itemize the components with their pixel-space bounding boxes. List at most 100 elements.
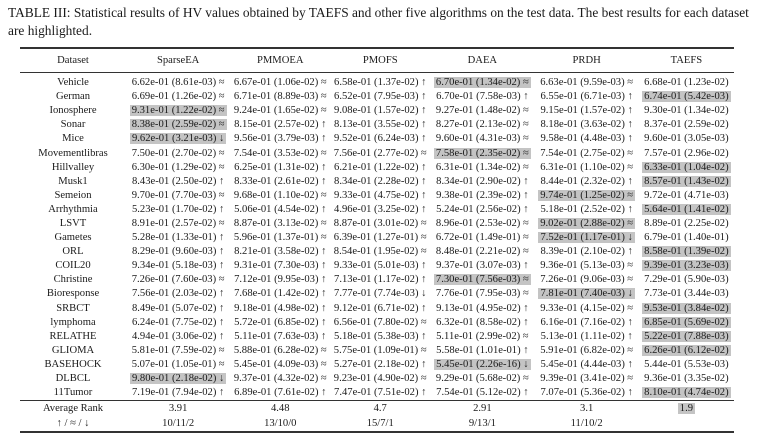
cell-value: 4.94e-01 (3.06e-02) ↑	[131, 330, 225, 342]
cell-pmofs: 7.47e-01 (7.51e-02) ↑	[330, 386, 430, 401]
cell-pmmoea: 5.45e-01 (4.09e-03) ≈	[230, 358, 330, 372]
cell-pmmoea: 7.12e-01 (9.95e-03) ↑	[230, 273, 330, 287]
column-header-taefs: TAEFS	[638, 48, 734, 73]
cell-value: 8.15e-01 (2.57e-02) ↑	[234, 119, 327, 131]
cell-taefs: 6.74e-01 (5.42e-03)	[639, 90, 734, 104]
cell-value: 7.76e-01 (7.95e-03) ≈	[435, 288, 529, 300]
cell-daea: 5.24e-01 (2.56e-02) ↑	[430, 203, 534, 217]
cell-taefs: 5.64e-01 (1.41e-02)	[639, 203, 734, 217]
cell-taefs: 6.26e-01 (6.12e-02)	[639, 344, 734, 358]
cell-value: 5.24e-01 (2.56e-02) ↑	[436, 203, 529, 215]
cell-value: lymphoma	[50, 316, 96, 328]
dataset-name: Bioresponse	[20, 287, 126, 301]
cell-taefs: 5.44e-01 (5.53e-03)	[639, 358, 734, 372]
cell-value: 9.33e-01 (4.75e-02) ↑	[334, 189, 427, 201]
cell-daea: 6.72e-01 (1.49e-01) ≈	[430, 231, 534, 245]
dataset-name: RELATHE	[20, 330, 126, 344]
cell-daea: 7.54e-01 (5.12e-02) ↑	[430, 386, 534, 401]
cell-value: LSVT	[59, 217, 87, 229]
cell-pmofs: 9.23e-01 (4.90e-02) ≈	[330, 372, 430, 386]
cell-taefs: 8.89e-01 (2.25e-02)	[639, 217, 734, 231]
best-value-highlight: 9.02e-01 (2.88e-02) ≈	[538, 217, 636, 229]
cell-pmmoea: 9.37e-01 (4.32e-02) ≈	[230, 372, 330, 386]
best-value-highlight: 7.52e-01 (1.17e-01) ↓	[538, 232, 635, 244]
cell-value: Sonar	[60, 119, 86, 131]
cell-pmofs: 9.33e-01 (4.75e-02) ↑	[330, 189, 430, 203]
cell-value: 5.13e-01 (1.11e-02) ↑	[540, 330, 633, 342]
cell-prdh: 8.18e-01 (3.63e-02) ↑	[535, 118, 639, 132]
table-row: Mice 9.62e-01 (3.21e-03) ↓ 9.56e-01 (3.79e…	[20, 132, 734, 146]
cell-value: 6.56e-01 (7.80e-02) ≈	[333, 316, 427, 328]
cell-taefs: 6.79e-01 (1.40e-01)	[639, 231, 734, 245]
cell-prdh: 9.74e-01 (1.25e-02) ≈	[535, 189, 639, 203]
cell-value: 6.32e-01 (8.58e-02) ↑	[436, 316, 529, 328]
cell-prdh: 9.15e-01 (1.57e-02) ↑	[535, 104, 639, 118]
summary-taefs	[639, 416, 734, 432]
cell-value: 7.68e-01 (1.42e-02) ↑	[234, 288, 327, 300]
cell-value: 8.34e-01 (2.90e-02) ↑	[436, 175, 529, 187]
cell-pmofs: 6.58e-01 (1.37e-02) ↑	[330, 73, 430, 91]
best-value-highlight: 8.58e-01 (1.39e-02)	[642, 246, 731, 258]
cell-value: 6.16e-01 (7.16e-02) ↑	[540, 316, 633, 328]
cell-taefs: 7.73e-01 (3.44e-03)	[639, 287, 734, 301]
cell-sparseea: 6.30e-01 (1.29e-02) ≈	[126, 161, 230, 175]
cell-taefs: 9.60e-01 (3.05e-03)	[639, 132, 734, 146]
summary-sparseea: 10/11/2	[126, 416, 230, 432]
cell-daea: 9.13e-01 (4.95e-02) ↑	[430, 302, 534, 316]
cell-sparseea: 5.23e-01 (1.70e-02) ↑	[126, 203, 230, 217]
cell-pmmoea: 8.87e-01 (3.13e-02) ≈	[230, 217, 330, 231]
cell-pmmoea: 5.11e-01 (7.63e-03) ↑	[230, 330, 330, 344]
summary-daea: 9/13/1	[430, 416, 534, 432]
cell-pmofs: 8.54e-01 (1.95e-02) ≈	[330, 245, 430, 259]
cell-pmmoea: 6.71e-01 (8.89e-03) ≈	[230, 90, 330, 104]
cell-value: 7.77e-01 (7.74e-03) ↓	[334, 288, 427, 300]
cell-sparseea: 6.24e-01 (7.75e-02) ↑	[126, 316, 230, 330]
cell-value: 6.21e-01 (1.22e-02) ↑	[334, 161, 427, 173]
cell-value: 9.15e-01 (1.57e-02) ↑	[540, 105, 633, 117]
cell-value: Semeion	[54, 189, 92, 201]
cell-value: 4.48	[270, 402, 290, 414]
cell-pmmoea: 5.96e-01 (1.37e-01) ≈	[230, 231, 330, 245]
cell-value: 8.29e-01 (9.60e-03) ↑	[131, 246, 225, 258]
cell-value: 10/11/2	[162, 417, 195, 429]
cell-sparseea: 9.70e-01 (7.70e-03) ≈	[126, 189, 230, 203]
cell-value: 6.24e-01 (7.75e-02) ↑	[131, 316, 225, 328]
cell-value: 11/10/2	[570, 417, 603, 429]
dataset-name: SRBCT	[20, 302, 126, 316]
cell-pmofs: 6.52e-01 (7.95e-03) ↑	[330, 90, 430, 104]
cell-value: 9.56e-01 (3.79e-03) ↑	[234, 133, 327, 145]
cell-value: 5.75e-01 (1.09e-01) ≈	[333, 344, 427, 356]
dataset-name: Movementlibras	[20, 146, 126, 160]
cell-pmmoea: 8.33e-01 (2.61e-02) ↑	[230, 175, 330, 189]
cell-prdh: 8.44e-01 (2.32e-02) ↑	[535, 175, 639, 189]
cell-value: 8.96e-01 (2.53e-02) ≈	[435, 217, 529, 229]
cell-value: 15/7/1	[366, 417, 394, 429]
dataset-name: ORL	[20, 245, 126, 259]
cell-taefs: 6.68e-01 (1.23e-02)	[639, 73, 734, 91]
cell-value: 7.26e-01 (9.06e-03) ≈	[540, 274, 634, 286]
dataset-name: GLIOMA	[20, 344, 126, 358]
summary-pmmoea: 4.48	[230, 400, 331, 417]
cell-taefs: 9.72e-01 (4.71e-03)	[639, 189, 734, 203]
table-row: LSVT 8.91e-01 (2.57e-02) ≈ 8.87e-01 (3.13e…	[20, 217, 734, 231]
cell-daea: 7.76e-01 (7.95e-03) ≈	[430, 287, 534, 301]
cell-value: 13/10/0	[264, 417, 297, 429]
cell-value: Hillvalley	[51, 161, 95, 173]
cell-value: 8.87e-01 (3.01e-02) ≈	[333, 217, 427, 229]
cell-value: 9.60e-01 (3.05e-03)	[644, 133, 729, 145]
cell-value: 6.67e-01 (1.06e-02) ≈	[233, 77, 327, 89]
cell-value: 7.13e-01 (1.17e-02) ↑	[334, 274, 427, 286]
cell-value: 9.31e-01 (7.30e-03) ↑	[234, 260, 327, 272]
dataset-name: Vehicle	[20, 73, 126, 91]
cell-value: 7.26e-01 (7.60e-03) ≈	[131, 274, 225, 286]
cell-value: 9.37e-01 (3.07e-03) ↑	[436, 260, 529, 272]
cell-prdh: 7.54e-01 (2.75e-02) ≈	[535, 146, 639, 160]
cell-value: 5.44e-01 (5.53e-03)	[644, 358, 729, 370]
cell-pmofs: 4.96e-01 (3.25e-02) ↑	[330, 203, 430, 217]
cell-value: 9.29e-01 (5.68e-02) ≈	[435, 373, 529, 385]
cell-value: SRBCT	[56, 302, 90, 314]
cell-value: 9.24e-01 (1.65e-02) ≈	[233, 105, 327, 117]
cell-prdh: 5.18e-01 (2.52e-02) ↑	[535, 203, 639, 217]
cell-sparseea: 6.69e-01 (1.26e-02) ≈	[126, 90, 230, 104]
cell-value: 8.33e-01 (2.61e-02) ↑	[234, 175, 327, 187]
